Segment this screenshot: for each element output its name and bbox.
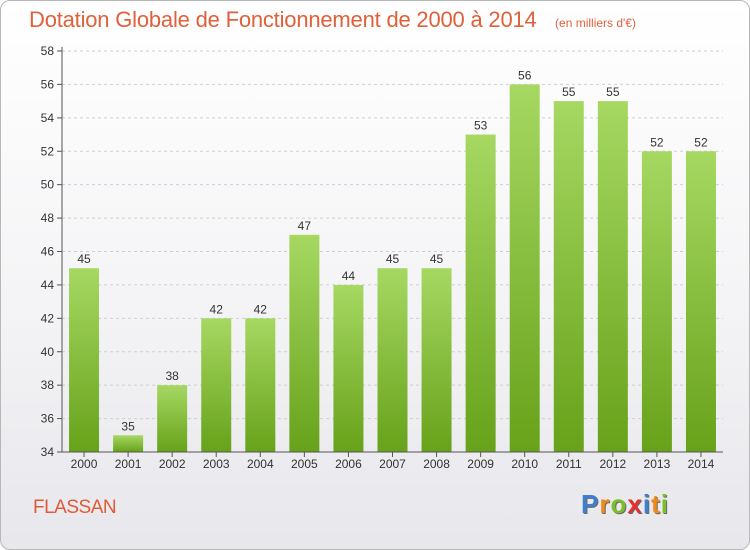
y-tick-label: 38 (41, 378, 55, 392)
bar-2010 (509, 84, 540, 453)
y-tick-label: 58 (41, 44, 55, 58)
data-label: 35 (121, 419, 135, 433)
logo-letter: o (610, 489, 628, 519)
title-row: Dotation Globale de Fonctionnement de 20… (29, 7, 636, 33)
y-tick-label: 46 (41, 245, 55, 259)
data-label: 42 (254, 302, 268, 316)
data-label: 45 (386, 252, 400, 266)
bar-2000 (69, 268, 100, 452)
logo-letter: t (651, 489, 661, 519)
bar-2013 (641, 151, 672, 452)
data-label: 56 (518, 68, 532, 82)
data-label: 44 (342, 269, 356, 283)
x-tick-label: 2000 (71, 457, 98, 471)
data-label: 47 (298, 219, 312, 233)
logo-letter: i (660, 489, 669, 519)
y-tick-label: 44 (41, 278, 55, 292)
y-tick-label: 56 (41, 77, 55, 91)
x-tick-label: 2005 (291, 457, 318, 471)
bar-2007 (377, 268, 408, 452)
commune-name: FLASSAN (33, 497, 117, 518)
x-tick-label: 2007 (379, 457, 406, 471)
data-label: 38 (165, 369, 179, 383)
bars (69, 84, 716, 453)
proxiti-logo: Proxiti (581, 489, 669, 520)
logo-letter: r (599, 489, 611, 519)
data-label: 52 (694, 135, 708, 149)
chart-subtitle: (en milliers d'€) (555, 16, 637, 30)
bar-2009 (465, 134, 496, 452)
y-tick-label: 50 (41, 178, 55, 192)
y-tick-label: 40 (41, 345, 55, 359)
x-tick-label: 2003 (203, 457, 230, 471)
bar-2006 (333, 284, 364, 452)
bar-2003 (201, 318, 232, 452)
labels: 34 36 38 40 42 44 46 48 50 52 54 56 58 45 2000 35 2001 38… (41, 44, 715, 471)
axes (57, 47, 723, 457)
data-label: 45 (77, 252, 91, 266)
x-tick-label: 2012 (599, 457, 626, 471)
data-label: 45 (430, 252, 444, 266)
x-tick-label: 2009 (467, 457, 494, 471)
x-tick-label: 2002 (159, 457, 186, 471)
bar-2004 (245, 318, 276, 452)
y-tick-label: 48 (41, 211, 55, 225)
y-tick-label: 34 (41, 445, 55, 459)
bar-2012 (597, 101, 628, 452)
data-label: 55 (562, 85, 576, 99)
x-tick-label: 2006 (335, 457, 362, 471)
data-label: 52 (650, 135, 664, 149)
x-tick-label: 2001 (115, 457, 142, 471)
logo-letter: x (627, 489, 643, 519)
y-tick-label: 42 (41, 311, 55, 325)
bar-2014 (685, 151, 716, 452)
y-tick-label: 52 (41, 144, 55, 158)
data-label: 53 (474, 119, 488, 133)
y-tick-label: 36 (41, 412, 55, 426)
x-tick-label: 2010 (511, 457, 538, 471)
data-label: 42 (210, 302, 224, 316)
x-tick-label: 2014 (688, 457, 715, 471)
x-tick-label: 2011 (556, 457, 582, 471)
bar-2008 (421, 268, 452, 452)
bar-2001 (113, 435, 144, 452)
chart-title: Dotation Globale de Fonctionnement de 20… (29, 7, 537, 32)
x-tick-label: 2004 (247, 457, 274, 471)
logo-letter: P (581, 489, 600, 519)
y-tick-label: 54 (41, 111, 55, 125)
x-tick-label: 2013 (644, 457, 671, 471)
data-label: 55 (606, 85, 620, 99)
bar-2011 (553, 101, 584, 452)
logo-letter: i (642, 489, 652, 519)
bar-2005 (289, 234, 320, 452)
x-tick-label: 2008 (423, 457, 450, 471)
bar-2002 (157, 385, 188, 452)
